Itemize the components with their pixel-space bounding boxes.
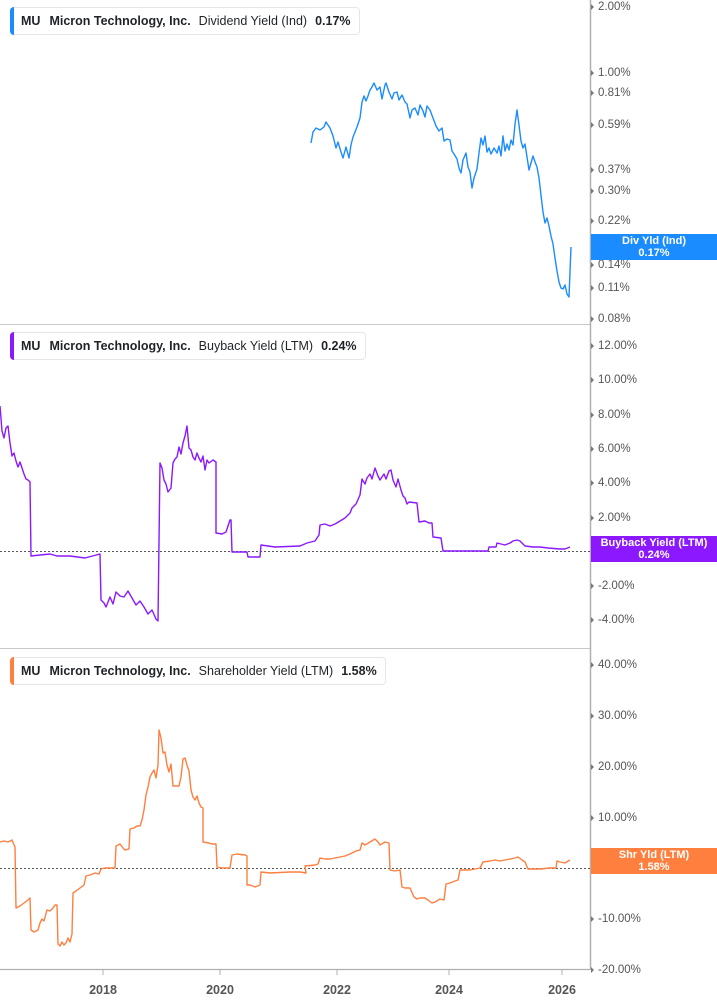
legend-color-bar	[10, 7, 14, 35]
y-tick-label: -2.00%	[598, 580, 635, 592]
legend-color-bar	[10, 332, 14, 360]
y-tick-label: 0.37%	[598, 164, 631, 176]
y-tick-label: 20.00%	[598, 761, 638, 773]
y-tick-label: 2.00%	[598, 512, 631, 524]
tag-value: 0.17%	[638, 247, 670, 259]
dividend-yield-line	[310, 82, 572, 298]
y-tick-label: 1.00%	[598, 67, 631, 79]
legend-company: Micron Technology, Inc.	[49, 339, 191, 353]
tag-label: Shr Yld (LTM)	[618, 849, 690, 861]
y-tick-label: 10.00%	[598, 374, 638, 386]
y-tick-label: 12.00%	[598, 340, 638, 352]
y-tick-label: -10.00%	[598, 913, 641, 925]
buyback-current-value-tag: Buyback Yield (LTM) 0.24%	[591, 536, 717, 562]
shareholder-current-value-tag: Shr Yld (LTM) 1.58%	[591, 848, 717, 874]
tag-label: Div Yld (Ind)	[622, 235, 686, 247]
legend-value: 0.17%	[315, 14, 351, 28]
legend-metric: Shareholder Yield (LTM)	[198, 664, 334, 678]
legend-buyback-yield[interactable]: MU Micron Technology, Inc. Buyback Yield…	[10, 332, 366, 360]
y-tick-label: 0.08%	[598, 313, 631, 325]
legend-ticker: MU	[21, 339, 41, 353]
buyback-yield-line	[0, 405, 571, 622]
legend-value: 0.24%	[321, 339, 357, 353]
y-tick-label: 10.00%	[598, 812, 638, 824]
tag-value: 1.58%	[638, 861, 670, 873]
y-tick-label: -4.00%	[598, 614, 635, 626]
legend-ticker: MU	[21, 14, 41, 28]
y-tick-label: 6.00%	[598, 443, 631, 455]
tag-value: 0.24%	[638, 549, 670, 561]
y-tick-label: 0.11%	[598, 282, 630, 294]
x-tick-label: 2020	[206, 983, 234, 997]
y-tick-label: 0.81%	[598, 87, 631, 99]
legend-shareholder-yield[interactable]: MU Micron Technology, Inc. Shareholder Y…	[10, 657, 386, 685]
legend-company: Micron Technology, Inc.	[49, 664, 191, 678]
legend-metric: Dividend Yield (Ind)	[198, 14, 308, 28]
y-tick-label: 8.00%	[598, 409, 631, 421]
y-tick-label: 4.00%	[598, 477, 631, 489]
x-tick-label: 2024	[435, 983, 463, 997]
y-tick-label: 0.30%	[598, 185, 631, 197]
y-tick-label: 0.22%	[598, 215, 631, 227]
x-tick-marks	[102, 970, 563, 975]
y-tick-label: 40.00%	[598, 659, 638, 671]
legend-ticker: MU	[21, 664, 41, 678]
x-tick-label: 2026	[548, 983, 576, 997]
shareholder-yield-line	[0, 729, 571, 947]
legend-dividend-yield[interactable]: MU Micron Technology, Inc. Dividend Yiel…	[10, 7, 360, 35]
legend-metric: Buyback Yield (LTM)	[198, 339, 314, 353]
legend-value: 1.58%	[341, 664, 377, 678]
x-tick-label: 2022	[323, 983, 351, 997]
legend-company: Micron Technology, Inc.	[49, 14, 191, 28]
y-tick-label: 0.14%	[598, 259, 631, 271]
legend-color-bar	[10, 657, 14, 685]
dividend-current-value-tag: Div Yld (Ind) 0.17%	[591, 234, 717, 260]
y-tick-marks	[591, 4, 594, 973]
x-tick-label: 2018	[89, 983, 117, 997]
y-tick-label: -20.00%	[598, 964, 641, 976]
y-tick-label: 2.00%	[598, 1, 631, 13]
tag-label: Buyback Yield (LTM)	[600, 537, 708, 549]
y-tick-label: 0.59%	[598, 119, 631, 131]
y-tick-label: 30.00%	[598, 710, 638, 722]
